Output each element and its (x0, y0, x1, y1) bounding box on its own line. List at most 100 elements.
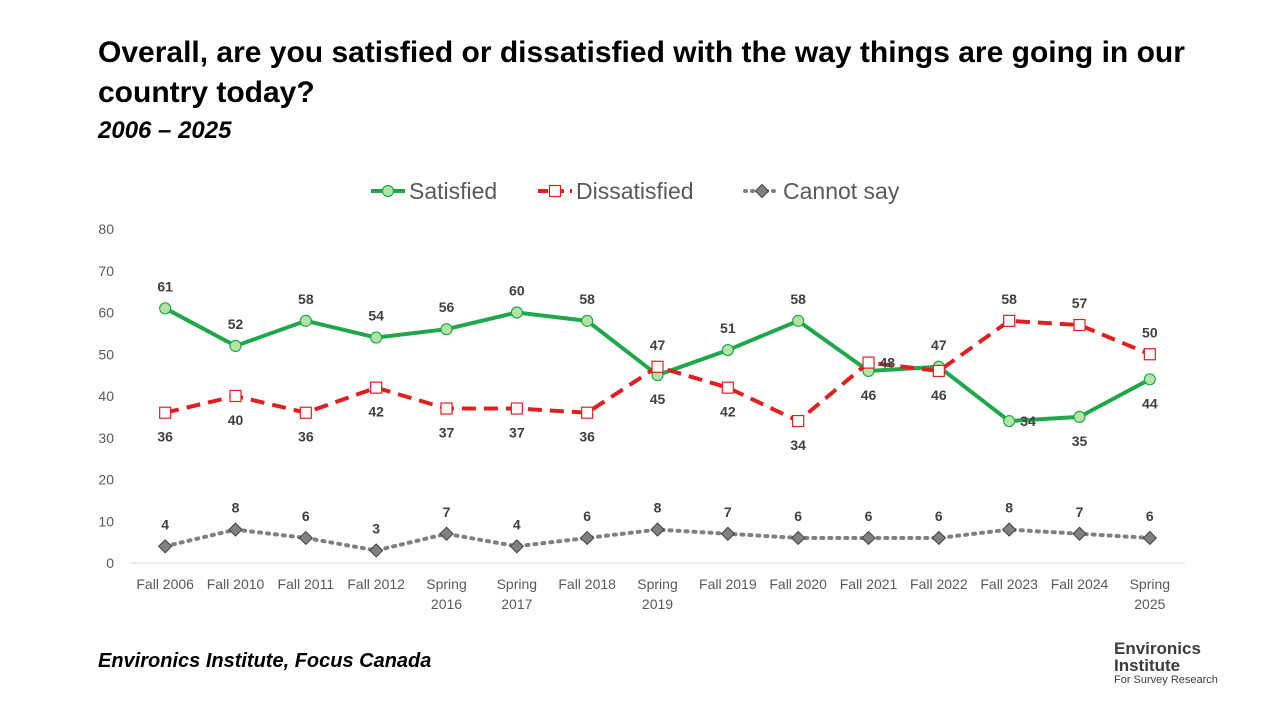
point-dissatisfied-3 (370, 381, 383, 394)
point-cannot-say-3 (368, 543, 384, 558)
point-cannot-say-2 (298, 530, 314, 546)
data-label-satisfied-2: 58 (298, 291, 314, 307)
point-dissatisfied-11 (932, 364, 945, 378)
series-dissatisfied (159, 314, 1156, 428)
point-cannot-say-1 (228, 522, 243, 537)
data-label-dissatisfied-3: 42 (368, 404, 384, 420)
chart-legend: Satisfied Dissatisfied Cannot say (371, 178, 900, 204)
y-tick-label-60: 60 (98, 305, 114, 321)
y-tick-label-40: 40 (98, 388, 114, 404)
y-tick-label-80: 80 (98, 221, 114, 237)
x-tick-label-fall-2020: Fall 2020 (769, 576, 827, 592)
data-label-satisfied-4: 56 (439, 299, 455, 315)
point-satisfied-14 (1143, 373, 1156, 386)
data-label-satisfied-10: 46 (861, 387, 877, 403)
data-label-cannot-say-7: 8 (654, 500, 662, 516)
legend-item-dissatisfied: Dissatisfied (538, 178, 694, 204)
legend-swatch-marker-satisfied (381, 184, 395, 198)
data-label-cannot-say-5: 4 (513, 516, 521, 532)
x-tick-label-fall-2021: Fall 2021 (840, 576, 898, 592)
data-label-cannot-say-1: 8 (232, 500, 240, 516)
point-cannot-say-12 (1001, 522, 1017, 537)
point-satisfied-3 (370, 331, 383, 344)
data-label-satisfied-9: 58 (790, 291, 806, 307)
legend-label-cannot-say: Cannot say (783, 178, 900, 204)
x-tick-label-fall-2006: Fall 2006 (136, 576, 194, 592)
data-label-cannot-say-8: 7 (724, 504, 732, 520)
data-label-dissatisfied-1: 40 (228, 412, 244, 428)
y-tick-label-30: 30 (98, 430, 114, 446)
x-tick-label-fall-2019: Fall 2019 (699, 576, 757, 592)
point-cannot-say-14 (1142, 530, 1158, 546)
x-tick-label-fall-2024: Fall 2024 (1051, 576, 1109, 592)
point-dissatisfied-0 (159, 406, 172, 419)
point-dissatisfied-2 (299, 406, 312, 419)
data-label-cannot-say-11: 6 (935, 508, 943, 524)
legend-label-dissatisfied: Dissatisfied (576, 178, 694, 204)
legend-label-satisfied: Satisfied (409, 178, 497, 204)
data-label-dissatisfied-10: 48 (880, 355, 896, 371)
point-satisfied-6 (581, 314, 594, 327)
x-tick-label-fall-2018: Fall 2018 (558, 576, 616, 592)
data-label-dissatisfied-7: 47 (650, 337, 666, 353)
logo-line-3: For Survey Research (1114, 674, 1218, 686)
point-satisfied-2 (299, 314, 312, 327)
series-cannot-say (157, 522, 1158, 558)
point-satisfied-1 (229, 339, 242, 352)
point-dissatisfied-10 (862, 356, 875, 369)
data-label-cannot-say-3: 3 (372, 520, 380, 536)
legend-item-satisfied: Satisfied (371, 178, 497, 204)
point-satisfied-8 (721, 343, 734, 357)
data-label-dissatisfied-2: 36 (298, 429, 314, 445)
x-tick-label-fall-2010: Fall 2010 (207, 576, 265, 592)
y-tick-label-50: 50 (98, 346, 114, 362)
data-label-satisfied-11: 47 (931, 337, 947, 353)
data-label-cannot-say-13: 7 (1076, 504, 1084, 520)
chart-subtitle: 2006 – 2025 (98, 117, 232, 144)
point-cannot-say-13 (1072, 526, 1087, 541)
data-label-dissatisfied-8: 42 (720, 404, 736, 420)
data-label-satisfied-1: 52 (228, 316, 244, 332)
data-label-dissatisfied-11: 46 (931, 387, 947, 403)
data-label-dissatisfied-5: 37 (509, 425, 525, 441)
data-label-satisfied-8: 51 (720, 320, 736, 336)
point-dissatisfied-9 (792, 414, 805, 428)
data-label-cannot-say-4: 7 (443, 504, 451, 520)
x-tick-label-fall-2023: Fall 2023 (980, 576, 1038, 592)
x-tick-label-fall-2011: Fall 2011 (278, 576, 335, 592)
data-label-cannot-say-10: 6 (865, 508, 873, 524)
point-dissatisfied-14 (1143, 348, 1156, 361)
y-tick-label-10: 10 (98, 513, 114, 529)
logo-line-1: Environics (1114, 639, 1201, 658)
series-layer (157, 302, 1158, 558)
data-label-cannot-say-6: 6 (583, 508, 591, 524)
data-label-satisfied-5: 60 (509, 283, 525, 299)
x-axis: Fall 2006 Fall 2010 Fall 2011 Fall 2012 Spri… (130, 562, 1185, 612)
data-label-cannot-say-12: 8 (1005, 500, 1013, 516)
x-tick-label-fall-2022: Fall 2022 (910, 576, 968, 592)
data-label-satisfied-6: 58 (579, 291, 595, 307)
y-tick-label-70: 70 (98, 263, 114, 279)
legend-swatch-marker-dissatisfied (548, 184, 562, 198)
point-cannot-say-11 (931, 530, 947, 546)
y-axis: 0 10 20 30 40 50 60 70 80 (98, 221, 114, 571)
data-label-cannot-say-2: 6 (302, 508, 310, 524)
chart-title: Overall, are you satisfied or dissatisfi… (98, 36, 1185, 109)
point-cannot-say-9 (790, 530, 806, 546)
data-label-satisfied-0: 61 (157, 278, 173, 294)
data-label-satisfied-13: 35 (1072, 433, 1088, 449)
point-cannot-say-10 (861, 530, 876, 546)
data-label-satisfied-7: 45 (650, 391, 666, 407)
data-label-satisfied-3: 54 (368, 308, 384, 324)
y-tick-label-20: 20 (98, 472, 114, 488)
line-chart: Satisfied Dissatisfied Cannot say 0 10 20 30 4… (98, 178, 1185, 612)
point-cannot-say-0 (157, 539, 173, 554)
data-label-dissatisfied-9: 34 (790, 437, 806, 453)
x-tick-label-fall-2012: Fall 2012 (347, 576, 405, 592)
point-cannot-say-6 (579, 530, 595, 546)
environics-logo: Environics Institute For Survey Research (1114, 640, 1218, 687)
point-dissatisfied-4 (440, 402, 453, 415)
logo-line-2: Institute (1114, 656, 1181, 675)
x-tick-label-spring-2016: Spring 2016 (426, 576, 466, 612)
data-label-dissatisfied-0: 36 (157, 429, 173, 445)
